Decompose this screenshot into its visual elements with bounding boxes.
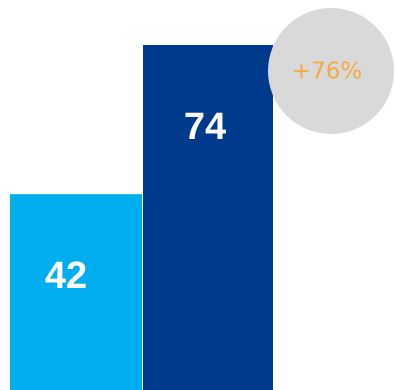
change-badge-circle [268, 8, 394, 134]
bar-1 [10, 194, 142, 390]
change-badge: +76% [268, 8, 394, 134]
bar-value-label-2: 74 [184, 106, 226, 148]
change-badge-label: +76% [292, 59, 362, 85]
bars-group [10, 44, 273, 390]
data-labels-group: 42 74 [45, 106, 226, 297]
bar-value-label-1: 42 [45, 255, 87, 297]
bar-2 [143, 44, 273, 390]
